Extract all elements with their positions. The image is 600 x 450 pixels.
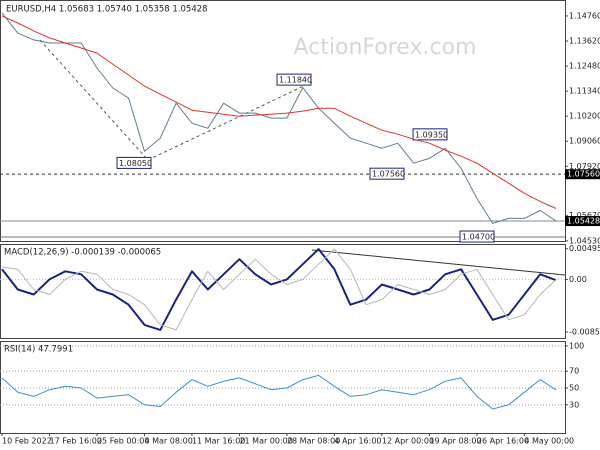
x-tick-label: 17 Feb 16:00: [49, 437, 101, 446]
y-tick-label: 30: [569, 400, 579, 409]
price-label: 1.05428: [567, 217, 600, 226]
y-tick-label: 1.07920: [569, 162, 600, 171]
price-label: 1.07560: [567, 170, 600, 179]
annotation-box: [116, 156, 152, 169]
x-tick-label: 12 Apr 00:00: [382, 437, 434, 446]
x-tick-label: 25 Feb 00:00: [97, 437, 149, 446]
y-tick-label: 0.00: [569, 275, 587, 284]
series-line: [1, 12, 557, 224]
series-line: [1, 248, 557, 331]
annotation-box: [459, 230, 495, 243]
trend-line: [39, 39, 149, 161]
price-label-box: [565, 169, 600, 180]
macd-trend-line: [311, 249, 566, 276]
macd-title: MACD(12,26,9) -0.000139 -0.000065: [4, 248, 161, 258]
annotation-box: [276, 73, 312, 86]
y-tick-label: 1.10200: [569, 112, 600, 121]
y-tick-label: 1.14760: [569, 11, 600, 20]
x-tick-label: 19 Apr 08:00: [429, 437, 481, 446]
trend-line: [147, 81, 313, 161]
annotation-label: 1.09350: [415, 130, 448, 139]
price-title: EURUSD,H4 1.05683 1.05740 1.05358 1.0542…: [6, 5, 208, 15]
y-tick-label: 70: [569, 367, 579, 376]
y-tick-label: 1.13620: [569, 37, 600, 46]
x-tick-label: 10 Feb 2022: [2, 437, 52, 446]
y-tick-label: -0.008501: [569, 327, 600, 336]
rsi-panel: [0, 341, 566, 434]
y-tick-label: 100: [569, 341, 584, 350]
x-tick-label: 28 Mar 08:00: [287, 437, 340, 446]
y-tick-label: 1.05670: [569, 211, 600, 220]
annotation-box: [369, 167, 405, 180]
annotation-label: 1.11840: [279, 76, 312, 85]
x-tick-label: 4 Mar 08:00: [144, 437, 192, 446]
annotation-label: 1.08050: [119, 159, 152, 168]
y-tick-label: 1.09060: [569, 137, 600, 146]
y-tick-label: 1.12480: [569, 62, 600, 71]
price-panel: [0, 0, 566, 242]
price-label-box: [565, 216, 600, 227]
series-line: [1, 15, 557, 209]
y-tick-label: 1.11340: [569, 87, 600, 96]
rsi-title: RSI(14) 47.7991: [4, 345, 73, 355]
y-tick-label: 0.004956: [569, 244, 600, 253]
y-tick-label: 1.04530: [569, 236, 600, 245]
watermark: ActionForex.com: [294, 35, 477, 60]
series-line: [1, 374, 557, 410]
annotation-label: 1.04700: [462, 233, 495, 242]
x-tick-label: 11 Mar 16:00: [192, 437, 245, 446]
x-tick-label: 21 Mar 00:00: [239, 437, 292, 446]
x-tick-label: 4 Apr 16:00: [334, 437, 381, 446]
y-tick-label: 50: [569, 384, 579, 393]
x-tick-label: 4 May 00:00: [524, 437, 574, 446]
macd-panel: [0, 244, 566, 339]
annotation-box: [412, 128, 448, 141]
x-tick-label: 26 Apr 16:00: [477, 437, 529, 446]
annotation-label: 1.07560: [372, 170, 405, 179]
